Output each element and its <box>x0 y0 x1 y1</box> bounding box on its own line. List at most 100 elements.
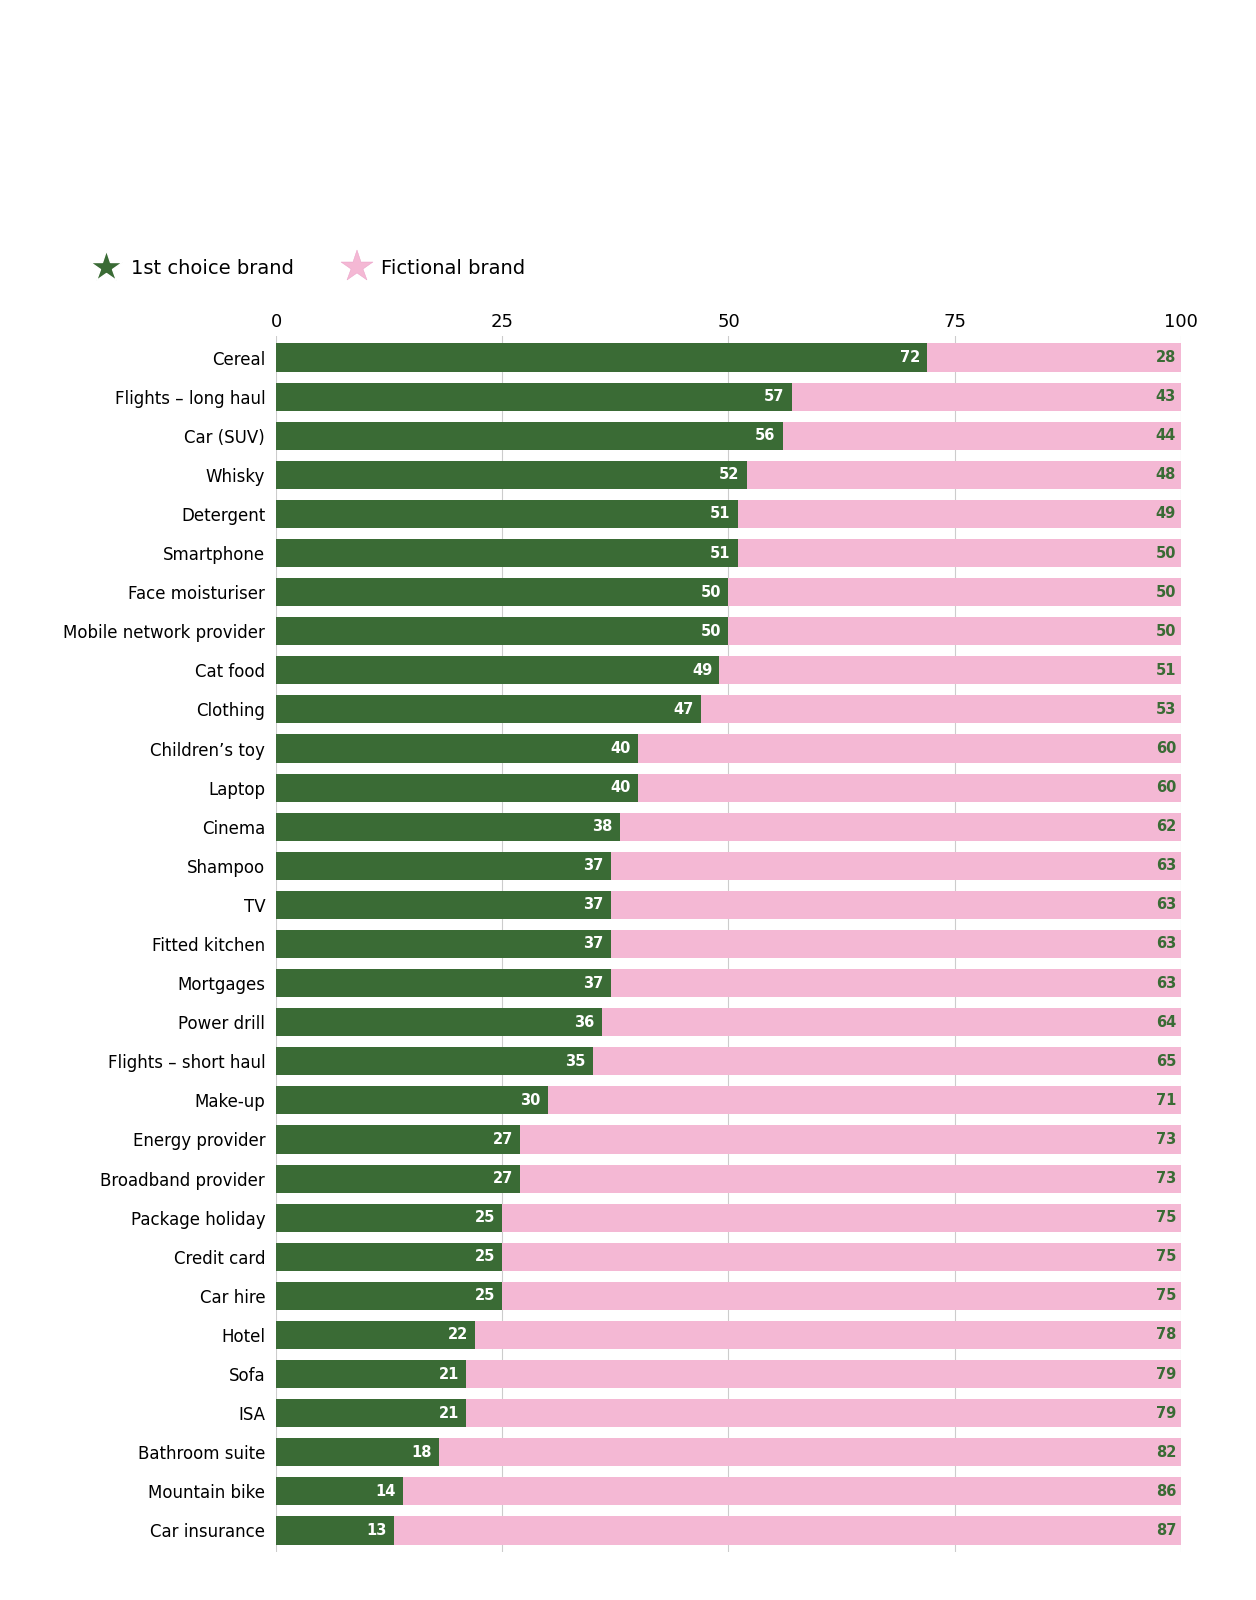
Bar <box>276 1125 1181 1154</box>
Text: 50: 50 <box>701 584 721 600</box>
Text: 51: 51 <box>710 546 730 560</box>
Bar <box>276 970 610 997</box>
Text: 27: 27 <box>494 1131 514 1147</box>
Bar <box>276 1477 403 1506</box>
Bar <box>276 1322 475 1349</box>
Text: 48: 48 <box>1156 467 1176 482</box>
Text: 79: 79 <box>1156 1406 1176 1421</box>
Bar <box>276 1517 1181 1544</box>
Bar <box>276 1398 1181 1427</box>
Bar <box>276 734 638 763</box>
Bar <box>276 1203 1181 1232</box>
Text: 49: 49 <box>1156 507 1176 522</box>
Text: 37: 37 <box>584 976 604 990</box>
Bar <box>276 618 1181 645</box>
Bar <box>276 813 620 840</box>
Text: 73: 73 <box>1156 1131 1176 1147</box>
Text: 38: 38 <box>593 819 613 834</box>
Text: 87: 87 <box>1156 1523 1176 1538</box>
Bar <box>276 1048 1181 1075</box>
Text: 63: 63 <box>1156 858 1176 874</box>
Bar <box>276 773 1181 802</box>
Text: 86: 86 <box>1156 1483 1176 1499</box>
Text: 63: 63 <box>1156 898 1176 912</box>
Bar <box>276 851 1181 880</box>
Text: 37: 37 <box>584 936 604 952</box>
Text: 18: 18 <box>412 1445 432 1459</box>
Text: 56: 56 <box>755 429 775 443</box>
Text: 75: 75 <box>1156 1210 1176 1226</box>
Text: 72: 72 <box>901 350 921 365</box>
Text: 40: 40 <box>610 741 631 757</box>
Text: 79: 79 <box>1156 1366 1176 1381</box>
Bar <box>276 1086 1181 1115</box>
Bar <box>276 813 1181 840</box>
Text: 21: 21 <box>438 1366 458 1381</box>
Bar <box>276 1243 502 1270</box>
Text: 50: 50 <box>1156 546 1176 560</box>
Text: 78: 78 <box>1156 1328 1176 1342</box>
Bar <box>276 970 1181 997</box>
Bar <box>276 1008 602 1037</box>
Bar <box>276 618 728 645</box>
Text: 37: 37 <box>584 858 604 874</box>
Text: 30: 30 <box>520 1093 540 1107</box>
Text: 28: 28 <box>1156 350 1176 365</box>
Bar <box>276 1086 548 1115</box>
Bar <box>276 930 610 958</box>
Bar <box>276 734 1181 763</box>
Text: 51: 51 <box>1156 662 1176 678</box>
Bar <box>276 461 746 490</box>
Text: 40: 40 <box>610 781 631 795</box>
Text: 37: 37 <box>584 898 604 912</box>
Bar <box>276 1477 1181 1506</box>
Bar <box>276 382 791 411</box>
Text: 60: 60 <box>1156 741 1176 757</box>
Text: 82: 82 <box>1156 1445 1176 1459</box>
Bar <box>276 1322 1181 1349</box>
Text: 57: 57 <box>764 389 785 405</box>
Bar <box>276 1165 1181 1192</box>
Bar <box>276 1360 1181 1389</box>
Text: 64: 64 <box>1156 1014 1176 1030</box>
Text: 75: 75 <box>1156 1250 1176 1264</box>
Text: 50: 50 <box>1156 624 1176 638</box>
Bar <box>276 1517 394 1544</box>
Bar <box>276 891 610 918</box>
Bar <box>276 1438 440 1466</box>
Bar <box>276 461 1181 490</box>
Text: 36: 36 <box>574 1014 594 1030</box>
Text: 63: 63 <box>1156 976 1176 990</box>
Bar <box>276 696 701 723</box>
Text: 25: 25 <box>475 1288 495 1304</box>
Bar <box>276 696 1181 723</box>
Text: 47: 47 <box>674 702 695 717</box>
Bar <box>276 382 1181 411</box>
Bar <box>276 578 728 606</box>
Bar <box>276 539 737 566</box>
Bar <box>276 1282 502 1310</box>
Bar <box>276 1438 1181 1466</box>
Bar <box>276 656 1181 685</box>
Text: 25: 25 <box>475 1210 495 1226</box>
Bar <box>276 499 737 528</box>
Bar <box>276 1048 593 1075</box>
Text: 65: 65 <box>1156 1054 1176 1069</box>
Text: 21: 21 <box>438 1406 458 1421</box>
Bar <box>276 1165 520 1192</box>
Bar <box>276 578 1181 606</box>
Bar <box>276 1125 520 1154</box>
Bar <box>276 1282 1181 1310</box>
Text: 62: 62 <box>1156 819 1176 834</box>
Bar <box>276 499 1181 528</box>
Bar <box>276 891 1181 918</box>
Text: 52: 52 <box>718 467 740 482</box>
Bar <box>276 773 638 802</box>
Bar <box>276 930 1181 958</box>
Bar <box>276 539 1181 566</box>
Text: 14: 14 <box>376 1483 396 1499</box>
Text: 51: 51 <box>710 507 730 522</box>
Bar <box>276 1008 1181 1037</box>
Text: 44: 44 <box>1156 429 1176 443</box>
Bar <box>276 656 720 685</box>
